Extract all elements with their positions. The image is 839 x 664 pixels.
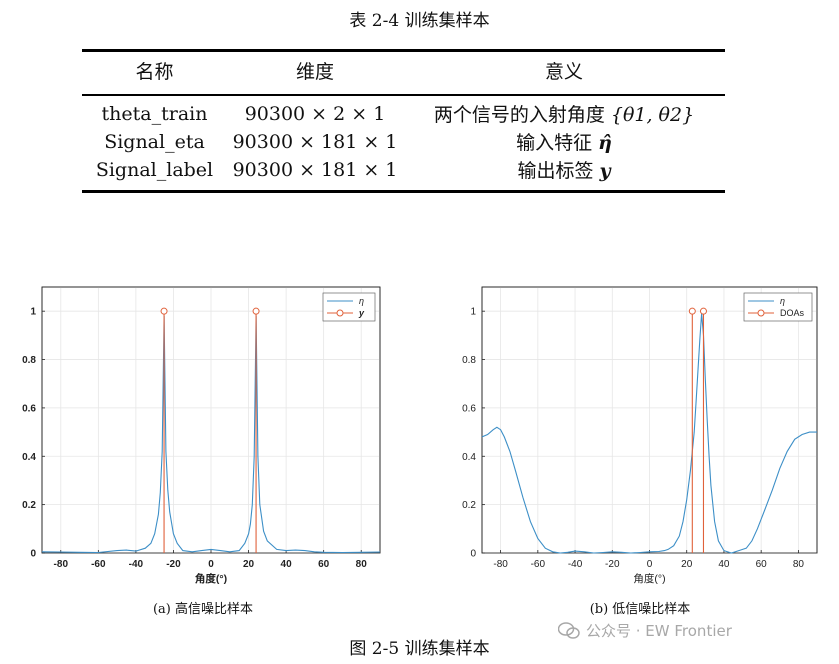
x-tick-label: -60 [91,559,106,570]
header-name: 名称 [135,60,174,83]
table-top-rule [82,49,725,52]
y-tick-label: 1 [470,307,476,318]
legend-eta-label: η [359,296,364,306]
legend-box [322,292,376,322]
x-tick-label: -20 [605,559,620,570]
y-tick-label: 0.2 [22,500,36,511]
data-table: 名称 维度 意义 theta_train 90300 × 2 × 1 两个信号的… [82,49,725,193]
x-tick-label: -60 [531,559,546,570]
y-tick-label: 0 [470,549,476,560]
x-tick-label: 60 [756,559,768,570]
table-header-row: 名称 维度 意义 [82,52,725,88]
y-tick-label: 1 [30,307,36,318]
x-tick-label: 0 [647,559,653,570]
x-tick-label: 20 [243,559,255,570]
x-tick-label: 40 [718,559,730,570]
eta-series-line [41,315,381,554]
y-tick-label: 0.6 [462,403,476,414]
header-meaning: 意义 [544,60,583,83]
x-tick-label: -40 [129,559,144,570]
meaning-text: 输出标签 [517,160,600,182]
y-tick-label: 0.8 [22,355,36,366]
y-tick-label: 0.8 [462,355,476,366]
x-tick-label: 80 [793,559,805,570]
x-tick-label: 80 [356,559,368,570]
x-axis-label: 角度(°) [195,572,227,585]
stem-marker [688,307,696,315]
cell-name: Signal_eta [104,130,205,153]
meaning-math: η̂ [598,132,612,154]
x-tick-label: 40 [281,559,293,570]
y-tick-label: 0.4 [22,452,36,463]
legend-stem-marker [757,309,765,317]
x-tick-label: -40 [568,559,583,570]
legend-stem-label: DOAs [780,308,805,318]
cell-meaning: 两个信号的入射角度 {θ1, θ2} [403,100,725,127]
subcaption-a: (a) 高信噪比样本 [152,602,254,617]
table-row: theta_train 90300 × 2 × 1 两个信号的入射角度 {θ1,… [82,100,725,128]
legend-stem-marker [336,309,344,317]
meaning-text: 两个信号的入射角度 [433,104,611,126]
cell-name: theta_train [101,102,208,125]
chart-high-snr: -80 -60 -40 -20 0 20 40 60 80 0 0.2 0.4 0.6 0.8 1 角度(°)… [22,286,381,585]
x-tick-label: -80 [493,559,508,570]
cell-meaning: 输出标签 y [403,156,725,183]
eta-series-line [481,313,817,554]
table-row: Signal_eta 90300 × 181 × 1 输入特征 η̂ [82,128,725,156]
x-tick-label: 0 [208,559,214,570]
legend-box [743,292,813,322]
table-caption: 表 2-4 训练集样本 [349,11,490,31]
watermark-text: 公众号 · EW Frontier [586,622,732,640]
y-tick-label: 0.4 [462,452,476,463]
meaning-math: {θ1, θ2} [610,104,695,126]
cell-meaning: 输入特征 η̂ [403,128,725,155]
figure-caption: 图 2-5 训练集样本 [349,639,490,659]
stem-marker [699,307,707,315]
cell-dims: 90300 × 181 × 1 [232,158,398,181]
watermark: 公众号 · EW Frontier [558,620,732,641]
subcaption-b: (b) 低信噪比样本 [589,602,691,617]
stem-marker [160,307,168,315]
cell-name: Signal_label [95,158,214,181]
y-tick-label: 0 [30,549,36,560]
stem-marker [252,307,260,315]
chart-low-snr: -80 -60 -40 -20 0 20 40 60 80 0 0.2 0.4 0.6 0.8 1 角度(°)… [462,286,818,585]
legend-stem-label: y [358,308,365,318]
x-tick-label: 20 [681,559,693,570]
x-tick-label: 60 [318,559,330,570]
x-tick-label: -80 [54,559,69,570]
wechat-icon [558,621,580,639]
legend-eta-label: η [780,296,785,306]
cell-dims: 90300 × 2 × 1 [244,102,386,125]
y-tick-label: 0.6 [22,403,36,414]
header-dims: 维度 [295,60,334,83]
cell-dims: 90300 × 181 × 1 [232,130,398,153]
table-row: Signal_label 90300 × 181 × 1 输出标签 y [82,156,725,184]
meaning-math: y [599,160,611,182]
table-bottom-rule [82,189,725,193]
table-mid-rule [82,94,725,96]
x-axis-label: 角度(°) [633,572,665,585]
meaning-text: 输入特征 [516,132,599,154]
x-tick-label: -20 [166,559,181,570]
y-tick-label: 0.2 [462,500,476,511]
